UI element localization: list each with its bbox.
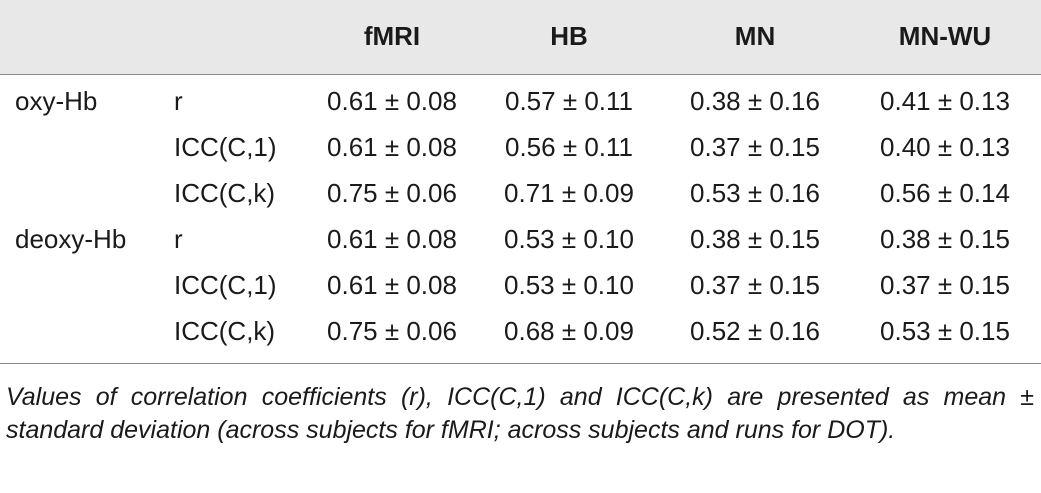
table-cell: 0.56 ± 0.14: [880, 178, 1010, 208]
table-header-row: fMRI HB MN MN-WU: [0, 0, 1041, 74]
table-cell: 0.75 ± 0.06: [307, 308, 477, 364]
table-cell: 0.61 ± 0.08: [307, 73, 477, 125]
table-cell: 0.38 ± 0.15: [690, 224, 820, 254]
column-header: [0, 0, 160, 74]
column-header: [160, 0, 307, 74]
table-cell: 0.53 ± 0.16: [690, 178, 820, 208]
results-table-container: fMRI HB MN MN-WU oxy-Hb r 0.61 ± 0.08 0.…: [0, 0, 1041, 364]
metric-label: r: [160, 73, 307, 125]
group-label: [0, 125, 160, 171]
column-header-mn: MN: [734, 21, 776, 52]
metric-label: ICC(C,k): [174, 178, 276, 208]
table-cell: 0.53 ± 0.10: [504, 270, 634, 300]
results-table: fMRI HB MN MN-WU oxy-Hb r 0.61 ± 0.08 0.…: [0, 0, 1041, 364]
table-footnote: Values of correlation coefficients (r), …: [6, 383, 1034, 444]
table-cell: 0.38 ± 0.16: [661, 73, 849, 125]
metric-label: ICC(C,1): [174, 132, 277, 162]
group-label: [0, 308, 160, 364]
table-cell: 0.56 ± 0.11: [505, 132, 633, 162]
column-header-hb: HB: [550, 21, 588, 52]
table-cell: 0.61 ± 0.08: [327, 270, 457, 300]
group-label: deoxy-Hb: [15, 224, 127, 254]
column-header-fmri: fMRI: [363, 21, 421, 52]
table-cell: 0.75 ± 0.06: [327, 178, 457, 208]
table-cell: 0.61 ± 0.08: [327, 224, 457, 254]
metric-label: r: [174, 224, 183, 254]
metric-label: ICC(C,1): [174, 270, 277, 300]
group-label: oxy-Hb: [0, 73, 160, 125]
table-cell: 0.38 ± 0.15: [880, 224, 1010, 254]
metric-label: ICC(C,k): [160, 308, 307, 364]
table-cell: 0.40 ± 0.13: [880, 132, 1010, 162]
table-cell: 0.37 ± 0.15: [690, 270, 820, 300]
table-row: deoxy-Hb r 0.61 ± 0.08 0.53 ± 0.10 0.38 …: [0, 217, 1041, 263]
table-cell: 0.37 ± 0.15: [880, 270, 1010, 300]
table-cell: 0.71 ± 0.09: [504, 178, 634, 208]
table-row: ICC(C,k) 0.75 ± 0.06 0.68 ± 0.09 0.52 ± …: [0, 308, 1041, 364]
table-cell: 0.61 ± 0.08: [327, 132, 457, 162]
table-cell: 0.57 ± 0.11: [477, 73, 661, 125]
table-cell: 0.41 ± 0.13: [849, 73, 1041, 125]
table-cell: 0.68 ± 0.09: [477, 308, 661, 364]
group-label: [0, 171, 160, 217]
table-cell: 0.37 ± 0.15: [690, 132, 820, 162]
table-cell: 0.52 ± 0.16: [661, 308, 849, 364]
group-label: [0, 263, 160, 309]
table-row: oxy-Hb r 0.61 ± 0.08 0.57 ± 0.11 0.38 ± …: [0, 73, 1041, 125]
table-row: ICC(C,1) 0.61 ± 0.08 0.56 ± 0.11 0.37 ± …: [0, 125, 1041, 171]
table-cell: 0.53 ± 0.15: [849, 308, 1041, 364]
column-header-mn-wu: MN-WU: [898, 21, 992, 52]
table-row: ICC(C,k) 0.75 ± 0.06 0.71 ± 0.09 0.53 ± …: [0, 171, 1041, 217]
table-cell: 0.53 ± 0.10: [504, 224, 634, 254]
table-row: ICC(C,1) 0.61 ± 0.08 0.53 ± 0.10 0.37 ± …: [0, 263, 1041, 309]
